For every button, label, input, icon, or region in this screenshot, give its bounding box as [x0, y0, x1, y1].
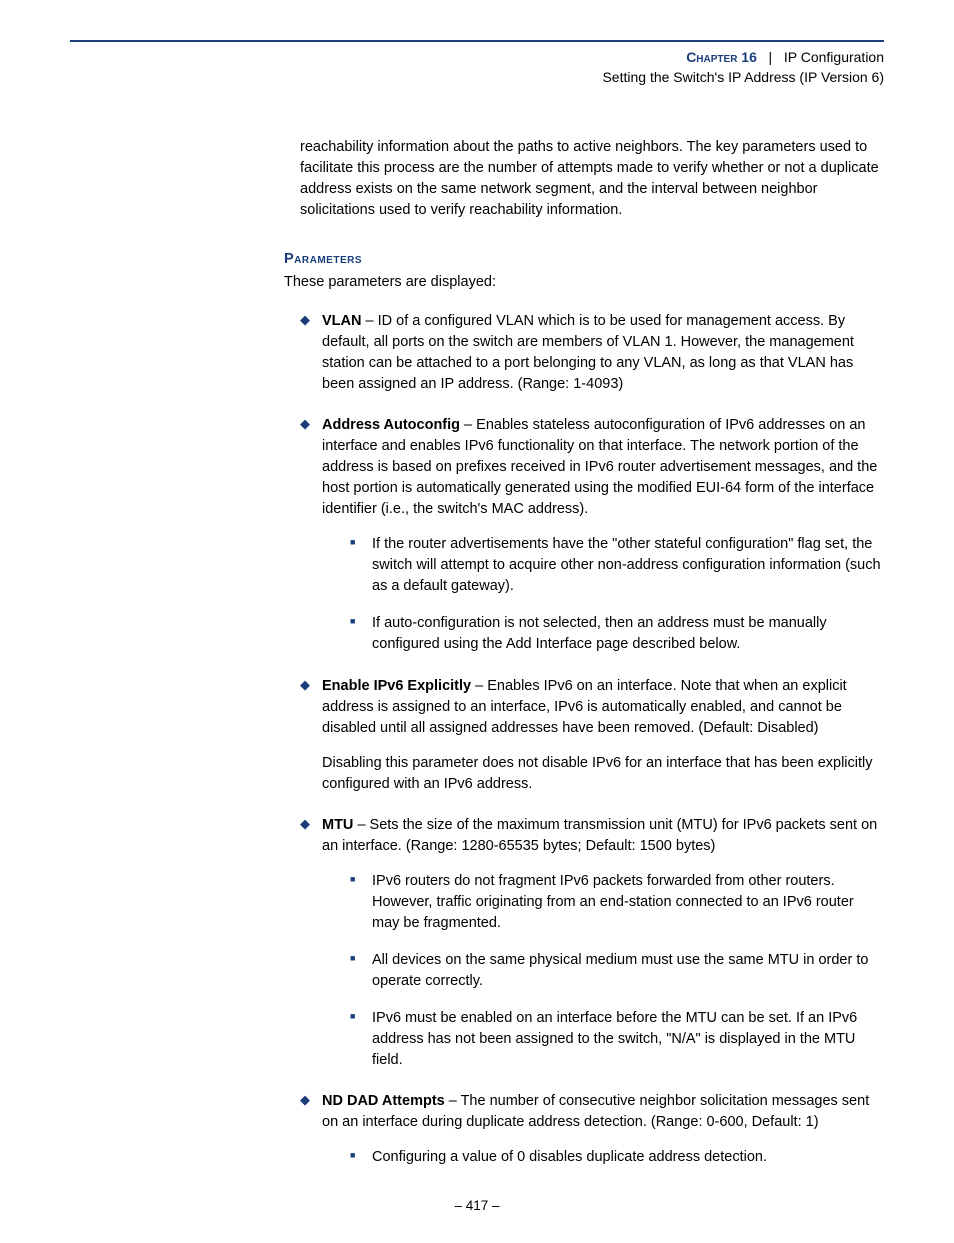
- param-term: MTU: [322, 817, 353, 833]
- sub-item: If auto-configuration is not selected, t…: [350, 613, 884, 655]
- param-enable-ipv6: Enable IPv6 Explicitly – Enables IPv6 on…: [300, 676, 884, 795]
- page-header: Chapter 16 | IP Configuration Setting th…: [70, 48, 884, 87]
- param-vlan: VLAN – ID of a configured VLAN which is …: [300, 311, 884, 395]
- sub-item: All devices on the same physical medium …: [350, 950, 884, 992]
- header-rule: [70, 40, 884, 42]
- param-sublist: If the router advertisements have the "o…: [350, 534, 884, 655]
- page-footer: – 417 –: [70, 1198, 884, 1213]
- header-pipe: |: [761, 49, 780, 65]
- param-term: VLAN: [322, 313, 361, 329]
- param-term: Enable IPv6 Explicitly: [322, 678, 471, 694]
- intro-paragraph: reachability information about the paths…: [300, 137, 884, 221]
- parameters-intro: These parameters are displayed:: [284, 272, 884, 293]
- sub-item: IPv6 routers do not fragment IPv6 packet…: [350, 871, 884, 934]
- chapter-label: Chapter 16: [686, 49, 757, 65]
- parameters-list: VLAN – ID of a configured VLAN which is …: [300, 311, 884, 1168]
- sub-item: IPv6 must be enabled on an interface bef…: [350, 1008, 884, 1071]
- content-area: reachability information about the paths…: [300, 137, 884, 1168]
- param-address-autoconfig: Address Autoconfig – Enables stateless a…: [300, 415, 884, 655]
- document-page: Chapter 16 | IP Configuration Setting th…: [0, 0, 954, 1243]
- param-extra: Disabling this parameter does not disabl…: [322, 753, 884, 795]
- sub-item: If the router advertisements have the "o…: [350, 534, 884, 597]
- sub-item: Configuring a value of 0 disables duplic…: [350, 1147, 884, 1168]
- chapter-title: IP Configuration: [784, 49, 884, 65]
- header-subtitle: Setting the Switch's IP Address (IP Vers…: [70, 68, 884, 88]
- header-line1: Chapter 16 | IP Configuration: [70, 48, 884, 68]
- page-number: – 417 –: [454, 1198, 499, 1213]
- param-nd-dad: ND DAD Attempts – The number of consecut…: [300, 1091, 884, 1168]
- param-term: Address Autoconfig: [322, 417, 460, 433]
- param-sublist: Configuring a value of 0 disables duplic…: [350, 1147, 884, 1168]
- param-desc: – ID of a configured VLAN which is to be…: [322, 313, 854, 392]
- param-mtu: MTU – Sets the size of the maximum trans…: [300, 815, 884, 1071]
- param-sublist: IPv6 routers do not fragment IPv6 packet…: [350, 871, 884, 1071]
- param-desc: – Sets the size of the maximum transmiss…: [322, 817, 877, 854]
- parameters-heading: Parameters: [284, 249, 884, 270]
- param-term: ND DAD Attempts: [322, 1093, 445, 1109]
